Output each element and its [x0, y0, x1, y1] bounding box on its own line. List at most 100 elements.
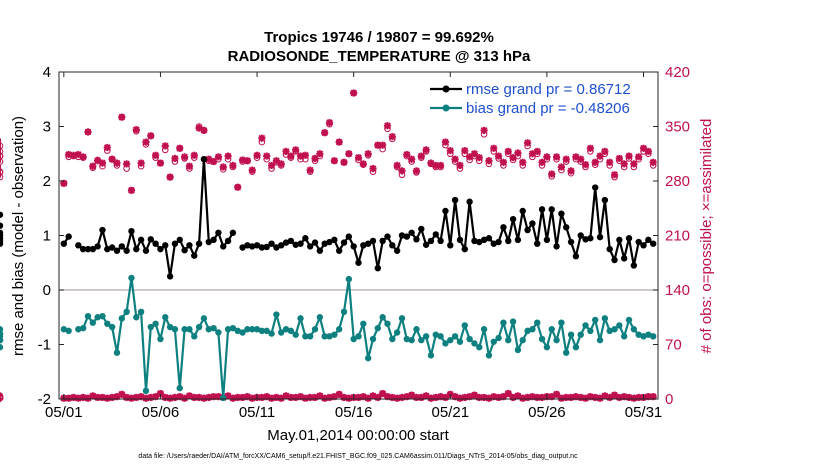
- bias-marker: [123, 308, 130, 315]
- count-assimilated-marker: [499, 158, 508, 166]
- rmse-marker: [137, 236, 145, 244]
- bias-marker: [577, 331, 584, 338]
- count-assimilated-marker: [350, 89, 358, 97]
- bias-marker: [495, 334, 502, 342]
- bias-marker: [229, 324, 237, 332]
- legend-box: [426, 78, 654, 118]
- bias-marker: [195, 323, 203, 331]
- rmse-marker: [577, 232, 584, 239]
- y-tick-label: -1: [38, 337, 51, 354]
- legend: rmse grand pr = 0.86712 bias grand pr = …: [426, 78, 654, 118]
- count-assimilated-marker: [494, 152, 503, 160]
- rmse-marker: [447, 242, 454, 249]
- bias-marker: [94, 314, 101, 321]
- data-file-footnote: data file: /Users/raeder/DAI/ATM_forcXX/…: [138, 453, 578, 460]
- count-assimilated-marker: [441, 138, 450, 146]
- count-possible-marker: [0, 173, 4, 181]
- bias-marker: [524, 327, 531, 335]
- bias-marker: [649, 333, 657, 340]
- rmse-marker: [514, 236, 522, 244]
- rmse-marker: [461, 245, 468, 253]
- rmse-marker: [200, 156, 208, 163]
- count-assimilated-marker: [132, 126, 140, 134]
- rmse-marker: [611, 256, 618, 264]
- rmse-marker: [543, 236, 551, 244]
- rmse-marker: [282, 239, 290, 246]
- bias-marker: [360, 320, 367, 327]
- x-tick-label: 05/16: [335, 404, 373, 421]
- y-tick-label: 3: [43, 119, 51, 136]
- x-axis-label: May.01,2014 00:00:00 start: [267, 427, 449, 444]
- rmse-marker: [331, 236, 338, 244]
- bias-marker: [249, 326, 256, 333]
- count-assimilated-marker: [369, 164, 377, 173]
- bias-marker: [389, 335, 396, 343]
- bias-marker: [326, 333, 333, 340]
- bias-marker: [147, 323, 154, 331]
- bias-marker: [427, 352, 435, 359]
- bias-marker: [224, 326, 232, 333]
- bias-marker: [200, 315, 208, 322]
- bias-marker: [553, 336, 560, 344]
- rmse-marker: [133, 245, 140, 253]
- count-assimilated-marker: [388, 133, 396, 141]
- count-assimilated-marker: [586, 144, 594, 152]
- rmse-marker: [60, 240, 68, 247]
- bias-marker: [534, 319, 541, 326]
- rmse-marker: [582, 236, 589, 243]
- bias-marker: [592, 316, 599, 324]
- count-possible-marker: [0, 148, 4, 155]
- bias-marker: [505, 336, 512, 344]
- bias-marker: [263, 327, 270, 335]
- bias-marker: [620, 333, 628, 340]
- rmse-marker: [587, 235, 594, 242]
- count-assimilated-marker: [412, 167, 421, 175]
- count-assimilated-marker: [98, 159, 107, 167]
- rmse-marker: [335, 247, 343, 254]
- rmse-marker: [384, 233, 391, 240]
- count-assimilated-marker: [277, 160, 285, 168]
- bias-marker: [548, 326, 555, 333]
- count-assimilated-marker: [152, 151, 160, 159]
- rmse-marker: [84, 245, 92, 253]
- count-assimilated-marker: [639, 144, 648, 152]
- count-assimilated-marker: [630, 160, 638, 168]
- count-assimilated-marker: [557, 163, 565, 171]
- bias-marker: [89, 319, 97, 326]
- rmse-marker: [0, 222, 4, 229]
- rmse-marker: [480, 236, 488, 244]
- bias-marker: [398, 315, 406, 322]
- rmse-marker: [306, 243, 314, 250]
- y-tick-right-label: 140: [665, 282, 690, 299]
- ticks-layer: 05/01 05/06 05/11 05/16 05/21 05/26 05/31 -2 -1 0…: [38, 64, 690, 421]
- bias-marker: [471, 340, 478, 347]
- bias-marker: [0, 344, 4, 351]
- count-assimilated-marker: [383, 122, 392, 130]
- count-assimilated-marker: [316, 392, 324, 400]
- rmse-marker: [239, 244, 246, 251]
- rmse-marker: [456, 236, 464, 244]
- rmse-marker: [369, 237, 377, 245]
- bias-marker: [413, 326, 420, 333]
- bias-marker: [99, 312, 106, 320]
- rmse-marker: [297, 240, 304, 247]
- bias-marker: [220, 394, 227, 402]
- rmse-marker: [186, 242, 193, 249]
- rmse-marker: [142, 247, 150, 254]
- legend-bias-label: bias grand pr = -0.48206: [466, 100, 630, 117]
- count-assimilated-marker: [538, 158, 546, 166]
- count-possible-marker: [0, 394, 4, 402]
- rmse-marker: [123, 247, 130, 254]
- rmse-marker: [311, 239, 319, 246]
- bias-marker: [364, 354, 372, 362]
- bias-marker: [635, 331, 642, 338]
- rmse-marker: [345, 233, 353, 240]
- count-assimilated-marker: [166, 173, 174, 181]
- bias-marker: [630, 326, 638, 333]
- count-assimilated-marker: [490, 144, 498, 152]
- legend-rmse-marker: [442, 85, 450, 93]
- rmse-marker: [108, 244, 116, 251]
- y-tick-label: -2: [38, 391, 51, 408]
- count-assimilated-marker: [258, 134, 266, 142]
- bias-marker: [601, 315, 609, 322]
